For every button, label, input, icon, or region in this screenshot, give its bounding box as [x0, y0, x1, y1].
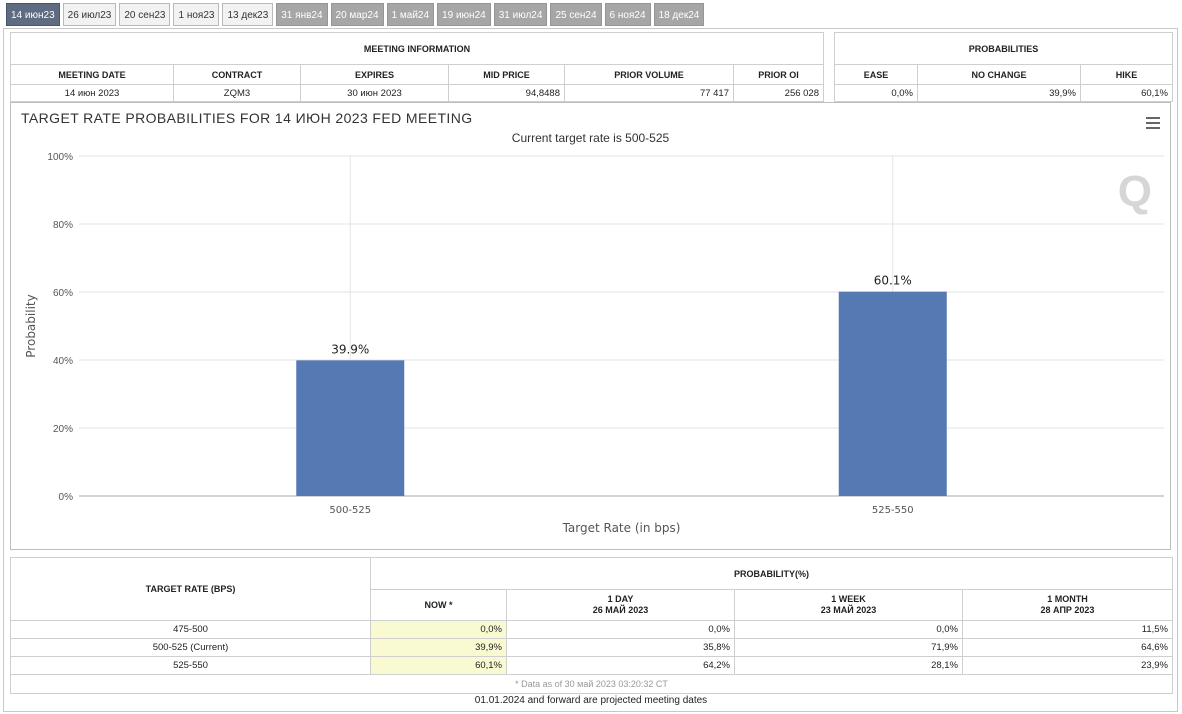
tab-meeting-date[interactable]: 31 июл24	[493, 3, 548, 26]
prior-oi-value: 256 028	[733, 84, 824, 102]
tab-meeting-date[interactable]: 31 янв24	[276, 3, 328, 26]
week-cell: 71,9%	[734, 638, 963, 657]
probability-history-table: TARGET RATE (BPS) PROBABILITY(%) NOW * 1…	[10, 557, 1173, 694]
prior-volume-value: 77 417	[564, 84, 734, 102]
header-hike: HIKE	[1080, 64, 1173, 85]
watermark-logo: Q	[1117, 167, 1152, 216]
probability-chart: TARGET RATE PROBABILITIES FOR 14 ИЮН 202…	[10, 102, 1171, 550]
footer-note: 01.01.2024 and forward are projected mee…	[474, 695, 708, 706]
header-prior-volume: PRIOR VOLUME	[564, 64, 734, 85]
header-1-month-date: 28 АПР 2023	[1040, 605, 1095, 615]
header-no-change: NO CHANGE	[917, 64, 1081, 85]
tab-meeting-date[interactable]: 20 мар24	[330, 3, 384, 26]
tab-meeting-date[interactable]: 6 ноя24	[604, 3, 651, 26]
now-cell: 0,0%	[370, 620, 507, 639]
meeting-information-table: MEETING INFORMATION MEETING DATE CONTRAC…	[10, 32, 824, 102]
header-expires: EXPIRES	[300, 64, 449, 85]
header-meeting-date: MEETING DATE	[10, 64, 174, 85]
header-mid-price: MID PRICE	[448, 64, 565, 85]
y-tick-label: 0%	[59, 492, 74, 503]
tab-meeting-date[interactable]: 18 дек24	[653, 3, 705, 26]
day-cell: 35,8%	[506, 638, 735, 657]
bar-data-label: 60.1%	[874, 274, 912, 288]
x-axis-title: Target Rate (in bps)	[562, 521, 681, 535]
header-contract: CONTRACT	[173, 64, 301, 85]
y-tick-label: 100%	[47, 152, 73, 163]
header-1-day-date: 26 МАЙ 2023	[592, 605, 649, 615]
month-cell: 64,6%	[962, 638, 1173, 657]
chart-plot-area: 0% 20% 40% 60% 80% 100% 39.9% 500-525 60.1% 525-5…	[24, 152, 1164, 535]
header-1-day-label: 1 DAY	[607, 594, 634, 604]
ease-value: 0,0%	[834, 84, 918, 102]
probabilities-title: PROBABILITIES	[834, 32, 1173, 65]
header-1-month-label: 1 MONTH	[1047, 594, 1088, 604]
bar-data-label: 39.9%	[331, 342, 369, 356]
day-cell: 64,2%	[506, 656, 735, 675]
table-row: 475-500 0,0% 0,0% 0,0% 11,5%	[10, 620, 1173, 639]
header-1-week: 1 WEEK 23 МАЙ 2023	[734, 589, 963, 621]
tab-meeting-date[interactable]: 20 сен23	[119, 3, 171, 26]
chart-title: TARGET RATE PROBABILITIES FOR 14 ИЮН 202…	[21, 110, 473, 126]
target-rate-cell: 475-500	[10, 620, 371, 639]
expires-value: 30 июн 2023	[300, 84, 449, 102]
header-1-week-label: 1 WEEK	[831, 594, 866, 604]
header-1-week-date: 23 МАЙ 2023	[820, 605, 877, 615]
y-tick-label: 40%	[53, 356, 73, 367]
x-tick-label: 500-525	[329, 505, 371, 516]
header-probability: PROBABILITY(%)	[370, 557, 1173, 590]
now-cell: 39,9%	[370, 638, 507, 657]
now-cell: 60,1%	[370, 656, 507, 675]
tab-meeting-date[interactable]: 25 сен24	[550, 3, 602, 26]
month-cell: 11,5%	[962, 620, 1173, 639]
table-row: 525-550 60,1% 64,2% 28,1% 23,9%	[10, 656, 1173, 675]
header-prior-oi: PRIOR OI	[733, 64, 824, 85]
no-change-value: 39,9%	[917, 84, 1081, 102]
day-cell: 0,0%	[506, 620, 735, 639]
bar	[838, 291, 947, 496]
y-axis-title: Probability	[24, 294, 38, 357]
table-row: 500-525 (Current) 39,9% 35,8% 71,9% 64,6…	[10, 638, 1173, 657]
tab-meeting-date[interactable]: 19 июн24	[437, 3, 491, 26]
header-1-day: 1 DAY 26 МАЙ 2023	[506, 589, 735, 621]
x-tick-label: 525-550	[872, 505, 914, 516]
target-rate-cell: 500-525 (Current)	[10, 638, 371, 657]
week-cell: 0,0%	[734, 620, 963, 639]
contract-value: ZQM3	[173, 84, 301, 102]
tab-meeting-date[interactable]: 14 июн23	[6, 3, 60, 26]
y-tick-label: 80%	[53, 220, 73, 231]
hamburger-menu-icon[interactable]	[1146, 117, 1160, 132]
chart-subtitle: Current target rate is 500-525	[511, 131, 670, 145]
target-rate-cell: 525-550	[10, 656, 371, 675]
month-cell: 23,9%	[962, 656, 1173, 675]
content-frame	[3, 28, 1178, 712]
header-now: NOW *	[370, 589, 507, 621]
meeting-date-value: 14 июн 2023	[10, 84, 174, 102]
tab-meeting-date[interactable]: 1 май24	[386, 3, 435, 26]
header-target-rate: TARGET RATE (BPS)	[10, 557, 371, 621]
mid-price-value: 94,8488	[448, 84, 565, 102]
week-cell: 28,1%	[734, 656, 963, 675]
bar	[296, 360, 405, 496]
tab-meeting-date[interactable]: 26 июл23	[62, 3, 117, 26]
y-tick-label: 20%	[53, 424, 73, 435]
probabilities-table: PROBABILITIES EASE NO CHANGE HIKE 0,0% 3…	[834, 32, 1173, 102]
tab-meeting-date[interactable]: 13 дек23	[222, 3, 274, 26]
meeting-information-title: MEETING INFORMATION	[10, 32, 824, 65]
hike-value: 60,1%	[1080, 84, 1173, 102]
header-1-month: 1 MONTH 28 АПР 2023	[962, 589, 1173, 621]
y-tick-label: 60%	[53, 288, 73, 299]
tab-meeting-date[interactable]: 1 ноя23	[173, 3, 220, 26]
data-timestamp-note: * Data as of 30 май 2023 03:20:32 CT	[10, 674, 1173, 694]
header-ease: EASE	[834, 64, 918, 85]
meeting-date-tabs: 14 июн23 26 июл23 20 сен23 1 ноя23 13 де…	[6, 3, 705, 27]
